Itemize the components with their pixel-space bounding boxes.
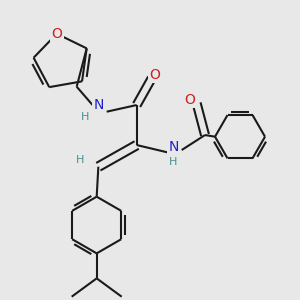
Text: O: O [51, 27, 62, 41]
Text: H: H [169, 157, 178, 167]
Text: N: N [168, 140, 178, 154]
Text: H: H [81, 112, 89, 122]
Text: H: H [76, 155, 84, 165]
Text: O: O [150, 68, 160, 82]
Text: N: N [93, 98, 103, 112]
Text: O: O [184, 93, 196, 107]
